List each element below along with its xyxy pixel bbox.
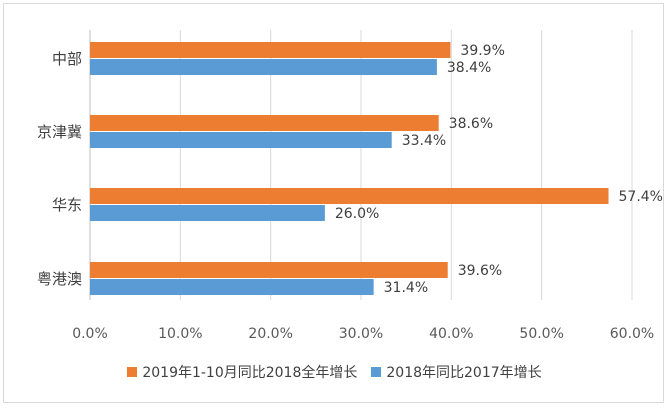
bar-粤港澳-series-2	[90, 279, 374, 295]
x-tick-label-3: 30.0%	[339, 326, 383, 342]
x-tick-label-0: 0.0%	[72, 326, 108, 342]
category-label-0: 中部	[52, 50, 82, 68]
bar-label-粤港澳-series-2: 31.4%	[384, 280, 428, 296]
bar-粤港澳-series-1	[90, 262, 448, 278]
bar-京津冀-series-2	[90, 132, 392, 148]
bar-京津冀-series-1	[90, 115, 439, 131]
legend: 2019年1-10月同比2018全年增长 2018年同比2017年增长	[0, 362, 669, 382]
bar-华东-series-1	[90, 188, 609, 204]
category-label-3: 粤港澳	[37, 270, 82, 288]
legend-item-series-2: 2018年同比2017年增长	[371, 362, 542, 382]
legend-label-series-2: 2018年同比2017年增长	[386, 365, 542, 381]
bar-中部-series-2	[90, 59, 437, 75]
bar-label-京津冀-series-2: 33.4%	[402, 133, 446, 149]
legend-item-series-1: 2019年1-10月同比2018全年增长	[127, 362, 357, 382]
bar-华东-series-2	[90, 205, 325, 221]
category-label-2: 华东	[52, 196, 82, 214]
legend-label-series-1: 2019年1-10月同比2018全年增长	[142, 365, 358, 381]
x-tick-label-5: 50.0%	[519, 326, 563, 342]
legend-swatch-series-1	[127, 367, 138, 377]
x-tick-label-6: 60.0%	[610, 326, 654, 342]
category-label-1: 京津冀	[37, 123, 82, 141]
bar-label-中部-series-2: 38.4%	[447, 60, 491, 76]
bar-label-中部-series-1: 39.9%	[460, 43, 504, 59]
bar-label-华东-series-1: 57.4%	[619, 189, 663, 205]
bar-中部-series-1	[90, 42, 451, 58]
bar-label-华东-series-2: 26.0%	[335, 206, 379, 222]
bar-label-京津冀-series-1: 38.6%	[449, 116, 493, 132]
x-tick-label-1: 10.0%	[158, 326, 202, 342]
bar-label-粤港澳-series-1: 39.6%	[458, 263, 502, 279]
x-tick-label-4: 40.0%	[429, 326, 473, 342]
legend-swatch-series-2	[371, 367, 382, 377]
x-tick-label-2: 20.0%	[248, 326, 292, 342]
